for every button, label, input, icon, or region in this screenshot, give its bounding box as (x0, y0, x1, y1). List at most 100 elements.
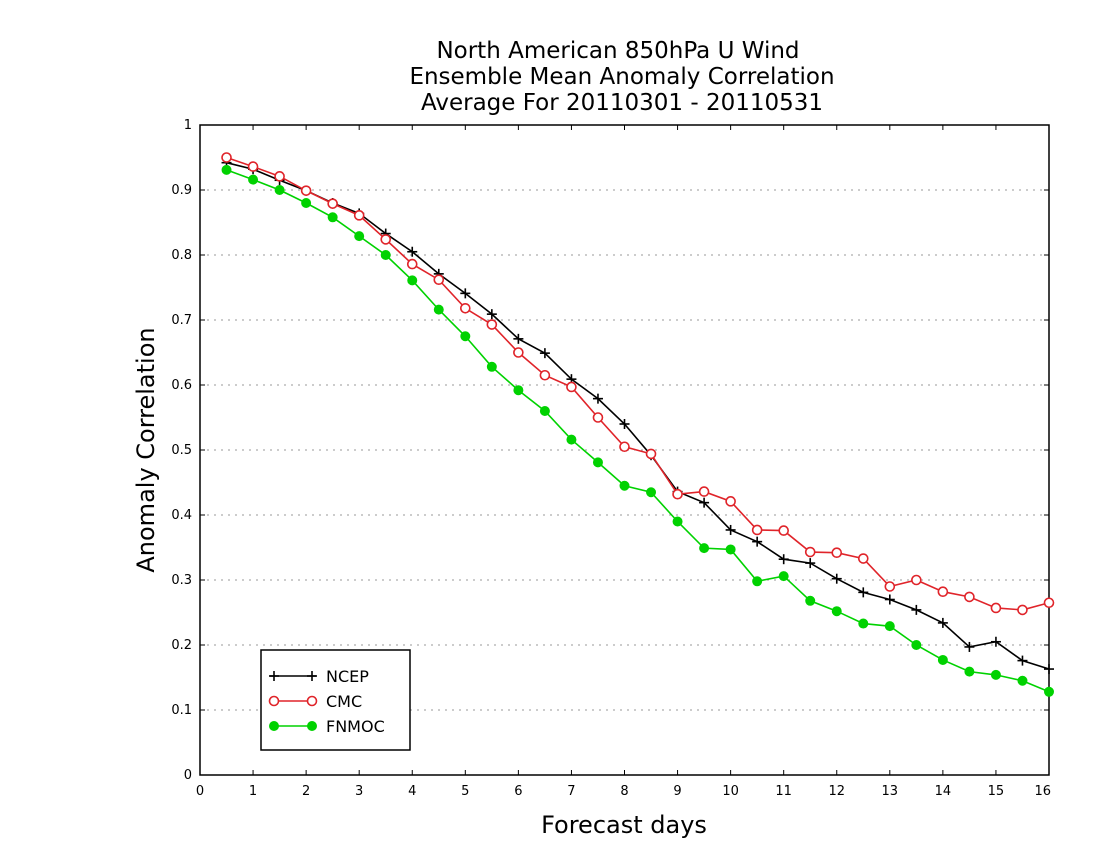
y-tick-label: 0.8 (171, 248, 192, 263)
y-tick-label: 0.3 (171, 573, 192, 588)
ncep-point-12 (539, 348, 550, 359)
series-layer (221, 152, 1055, 697)
legend-marker-cmc-b (306, 695, 318, 707)
y-tick-label: 0 (184, 768, 192, 783)
cmc-point-16 (645, 448, 657, 460)
y-tick-label: 0.5 (171, 443, 192, 458)
fnmoc-point-3 (301, 198, 312, 208)
cmc-point-15 (619, 441, 630, 453)
x-tick-label: 13 (882, 784, 899, 799)
y-axis-label: Anomaly Correlation (132, 327, 160, 572)
fnmoc-point-21 (778, 571, 789, 582)
series-line-cmc (226, 156, 1050, 611)
legend: NCEP CMC FNMOC (260, 649, 411, 751)
cmc-point-27 (937, 586, 949, 598)
y-tick-label: 0.7 (171, 313, 192, 328)
x-tick-label: 3 (355, 784, 363, 799)
x-tick-label: 4 (408, 784, 416, 799)
fnmoc-point-28 (964, 666, 975, 677)
y-tick-label: 1 (184, 118, 192, 133)
ncep-point-29 (990, 636, 1001, 647)
chart-title-line-3: Average For 20110301 - 20110531 (421, 90, 823, 116)
ncep-point-10 (486, 309, 497, 320)
cmc-point-3 (300, 185, 312, 196)
fnmoc-point-15 (619, 480, 630, 491)
series-ncep (221, 157, 1054, 675)
fnmoc-point-4 (327, 212, 338, 223)
y-tick-label: 0.6 (171, 378, 192, 393)
ncep-point-27 (937, 617, 948, 628)
fnmoc-point-5 (354, 231, 365, 242)
cmc-point-9 (460, 302, 471, 314)
legend-marker-cmc-a (268, 695, 280, 707)
cmc-point-6 (380, 234, 392, 245)
ncep-point-26 (911, 604, 922, 615)
x-tick-label: 16 (1034, 784, 1051, 799)
cmc-point-2 (274, 171, 285, 182)
series-fnmoc (221, 164, 1054, 697)
cmc-point-25 (884, 581, 896, 592)
x-tick-label: 2 (302, 784, 310, 799)
cmc-point-30 (1017, 604, 1028, 616)
ncep-point-20 (752, 536, 763, 547)
chart-title: North American 850hPa U Wind Ensemble Me… (409, 38, 834, 116)
ncep-point-31 (1044, 664, 1054, 675)
x-axis: 0 1 2 3 4 5 6 7 8 9 10 11 12 13 14 15 16 (196, 125, 1051, 799)
legend-label-ncep: NCEP (326, 667, 369, 686)
chart-title-line-1: North American 850hPa U Wind (436, 38, 799, 64)
legend-marker-ncep-a (269, 671, 279, 681)
ncep-point-25 (884, 594, 895, 605)
ncep-point-21 (778, 554, 789, 565)
fnmoc-point-8 (433, 304, 444, 315)
y-tick-label: 0.4 (171, 508, 192, 523)
ncep-point-15 (619, 419, 630, 429)
series-line-ncep (226, 161, 1050, 670)
cmc-point-1 (247, 161, 259, 172)
legend-marker-fnmoc-a (269, 721, 279, 731)
legend-marker-ncep-b (307, 671, 317, 681)
x-tick-label: 10 (722, 784, 739, 799)
fnmoc-point-23 (831, 606, 842, 617)
fnmoc-point-0 (221, 164, 232, 175)
fnmoc-point-30 (1017, 675, 1028, 686)
legend-box (260, 649, 411, 751)
fnmoc-point-19 (725, 544, 736, 555)
x-tick-label: 0 (196, 784, 204, 799)
fnmoc-point-2 (274, 185, 285, 195)
fnmoc-point-18 (699, 543, 710, 554)
cmc-point-17 (672, 488, 683, 500)
ncep-point-18 (699, 497, 710, 508)
legend-item-fnmoc: FNMOC (269, 717, 385, 736)
fnmoc-point-7 (407, 275, 418, 286)
ncep-point-23 (831, 573, 842, 584)
cmc-point-8 (433, 274, 445, 286)
y-tick-label: 0.9 (171, 183, 192, 198)
legend-item-cmc: CMC (268, 692, 362, 711)
x-tick-label: 14 (935, 784, 952, 799)
legend-marker-fnmoc-b (307, 721, 317, 731)
ncep-point-24 (858, 587, 869, 598)
legend-item-ncep: NCEP (269, 667, 369, 686)
grid-lines (200, 189, 1049, 711)
fnmoc-point-29 (990, 669, 1001, 680)
cmc-point-11 (513, 347, 524, 358)
cmc-point-29 (990, 602, 1002, 614)
fnmoc-point-20 (752, 576, 763, 587)
fnmoc-point-17 (672, 516, 683, 527)
x-tick-label: 12 (828, 784, 845, 799)
fnmoc-point-1 (248, 174, 259, 185)
ncep-point-11 (513, 333, 524, 344)
cmc-point-21 (778, 525, 789, 536)
cmc-point-4 (327, 198, 338, 209)
fnmoc-point-16 (646, 487, 657, 498)
series-cmc (221, 152, 1055, 616)
x-axis-label: Forecast days (541, 811, 707, 839)
x-tick-label: 11 (775, 784, 792, 799)
cmc-point-13 (566, 381, 577, 393)
fnmoc-point-27 (937, 654, 948, 665)
ncep-point-14 (592, 393, 603, 404)
cmc-point-5 (353, 210, 365, 221)
series-line-fnmoc (226, 169, 1050, 693)
y-tick-label: 0.1 (171, 703, 192, 718)
cmc-point-28 (964, 591, 975, 603)
